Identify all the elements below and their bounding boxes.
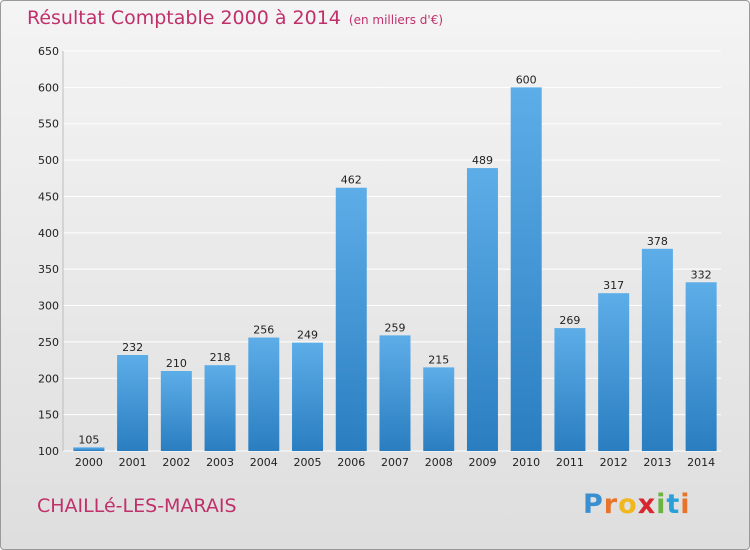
logo-letter: x <box>637 489 657 520</box>
bar-2009 <box>466 168 498 451</box>
bar-2003 <box>204 365 236 451</box>
x-tick-label: 2006 <box>337 456 365 469</box>
y-tick-label: 400 <box>38 227 59 240</box>
y-tick-label: 250 <box>38 336 59 349</box>
data-label-2006: 462 <box>341 174 362 187</box>
x-tick-label: 2014 <box>687 456 715 469</box>
bar-2006 <box>335 187 367 451</box>
x-tick-label: 2008 <box>425 456 453 469</box>
x-tick-label: 2007 <box>381 456 409 469</box>
bar-2007 <box>379 335 411 451</box>
y-tick-label: 100 <box>38 445 59 458</box>
y-tick-label: 450 <box>38 190 59 203</box>
y-tick-label: 500 <box>38 154 59 167</box>
logo-letter: o <box>618 489 638 520</box>
x-tick-label: 2012 <box>600 456 628 469</box>
x-tick-label: 2003 <box>206 456 234 469</box>
proxiti-logo: Proxiti <box>583 489 691 520</box>
bar-2014 <box>685 282 717 451</box>
data-label-2008: 215 <box>428 353 449 366</box>
commune-name: CHAILLé-LES-MARAIS <box>37 495 237 517</box>
bars: 105 232 210 218 256 249 462 259 215 489 600 269 317 3… <box>73 73 717 451</box>
x-tick-label: 2011 <box>556 456 584 469</box>
bar-2011 <box>554 328 586 451</box>
data-label-2004: 256 <box>253 324 274 337</box>
y-tick-label: 300 <box>38 300 59 313</box>
bar-2004 <box>248 337 280 451</box>
x-tick-label: 2013 <box>643 456 671 469</box>
logo-letter: t <box>666 489 681 520</box>
data-label-2003: 218 <box>210 351 231 364</box>
logo-letter: r <box>603 489 619 520</box>
x-axis: 2000 2001 2002 2003 2004 2005 2006 2007 2008 2009… <box>75 456 715 469</box>
x-tick-label: 2009 <box>468 456 496 469</box>
y-tick-label: 550 <box>38 118 59 131</box>
logo-letter: P <box>583 489 604 520</box>
x-tick-label: 2000 <box>75 456 103 469</box>
y-tick-label: 150 <box>38 409 59 422</box>
x-tick-label: 2002 <box>162 456 190 469</box>
logo-letter: i <box>680 489 691 520</box>
bar-2002 <box>160 371 192 451</box>
logo-letter: i <box>656 489 667 520</box>
x-tick-label: 2001 <box>119 456 147 469</box>
bar-2000 <box>73 447 105 451</box>
y-tick-label: 350 <box>38 263 59 276</box>
data-label-2000: 105 <box>78 433 99 446</box>
data-label-2014: 332 <box>691 268 712 281</box>
chart-unit: (en milliers d'€) <box>348 13 444 27</box>
x-tick-label: 2005 <box>294 456 322 469</box>
data-label-2013: 378 <box>647 235 668 248</box>
data-label-2002: 210 <box>166 357 187 370</box>
bar-2005 <box>292 342 324 451</box>
bar-2008 <box>423 367 455 451</box>
x-tick-label: 2004 <box>250 456 278 469</box>
bar-2001 <box>117 355 149 451</box>
y-tick-label: 200 <box>38 372 59 385</box>
data-label-2005: 249 <box>297 329 318 342</box>
data-label-2009: 489 <box>472 154 493 167</box>
bar-2010 <box>510 87 542 451</box>
y-tick-label: 600 <box>38 81 59 94</box>
data-label-2012: 317 <box>603 279 624 292</box>
data-label-2010: 600 <box>516 73 537 86</box>
data-label-2011: 269 <box>559 314 580 327</box>
data-label-2007: 259 <box>385 321 406 334</box>
y-axis: 100 150 200 250 300 350 400 450 500 550 600 650 <box>38 45 64 458</box>
chart-title-text: Résultat Comptable 2000 à 2014 <box>27 7 341 29</box>
bar-2012 <box>598 293 630 451</box>
bar-2013 <box>641 248 673 451</box>
data-label-2001: 232 <box>122 341 143 354</box>
chart-title: Résultat Comptable 2000 à 2014 (en millie… <box>27 7 443 29</box>
y-tick-label: 650 <box>38 45 59 58</box>
x-tick-label: 2010 <box>512 456 540 469</box>
